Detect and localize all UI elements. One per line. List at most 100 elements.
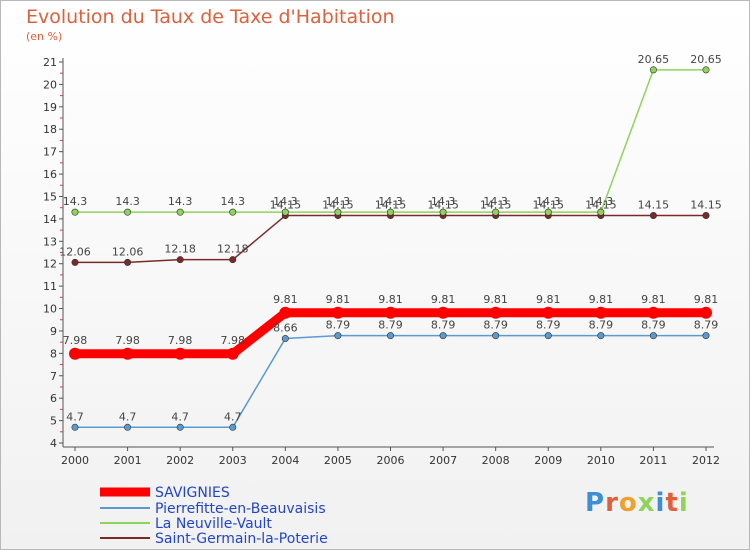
y-tick-label: 7 (50, 370, 57, 383)
y-tick-label: 14 (43, 213, 57, 226)
y-tick-label: 6 (50, 392, 57, 405)
series-point-0 (331, 306, 344, 319)
series-point-1 (176, 423, 184, 431)
series-point-3 (176, 256, 184, 264)
series-point-1 (71, 423, 79, 431)
y-tick-label: 15 (43, 190, 57, 203)
x-tick-label: 2011 (639, 454, 667, 467)
legend-label-0: SAVIGNIES (155, 485, 230, 501)
data-label-0: 9.81 (431, 293, 456, 306)
series-point-1 (124, 423, 132, 431)
data-label-3: 12.06 (112, 245, 144, 258)
data-label-1: 8.79 (536, 319, 561, 332)
data-label-0: 9.81 (273, 293, 298, 306)
x-tick-label: 2012 (692, 454, 720, 467)
series-point-2 (229, 208, 237, 216)
data-label-0: 9.81 (483, 293, 508, 306)
series-point-0 (384, 306, 397, 319)
series-point-0 (542, 306, 555, 319)
x-tick-label: 2010 (587, 454, 615, 467)
y-tick-label: 12 (43, 258, 57, 271)
data-label-0: 9.81 (641, 293, 666, 306)
series-point-0 (437, 306, 450, 319)
data-label-2: 20.65 (690, 53, 722, 66)
series-point-0 (489, 306, 502, 319)
series-point-2 (702, 66, 710, 74)
series-point-0 (226, 347, 239, 360)
series-point-3 (649, 212, 657, 220)
series-point-1 (281, 335, 289, 343)
data-label-2: 14.3 (221, 195, 246, 208)
y-tick-label: 18 (43, 123, 57, 136)
data-label-0: 7.98 (63, 334, 88, 347)
data-label-2: 14.3 (378, 195, 403, 208)
series-point-3 (702, 212, 710, 220)
series-point-2 (281, 208, 289, 216)
series-labels: 12.06 12.06 12.18 12.18 14.15 14.15 14.15 14.15… (59, 53, 722, 423)
series-point-1 (702, 332, 710, 340)
data-label-0: 9.81 (378, 293, 403, 306)
y-tick-label: 17 (43, 146, 57, 159)
data-label-3: 14.15 (480, 199, 512, 212)
x-tick-label: 2009 (534, 454, 562, 467)
data-label-1: 8.79 (694, 319, 719, 332)
series-point-2 (649, 66, 657, 74)
data-label-2: 14.3 (589, 195, 614, 208)
data-label-0: 7.98 (221, 334, 246, 347)
series-point-1 (229, 423, 237, 431)
data-label-2: 14.3 (431, 195, 456, 208)
x-tick-label: 2001 (114, 454, 142, 467)
proxiti-logo: Proxiti (585, 488, 689, 518)
y-tick-label: 13 (43, 235, 57, 248)
data-label-2: 14.3 (168, 195, 193, 208)
data-label-2: 14.3 (536, 195, 561, 208)
y-tick-label: 9 (50, 325, 57, 338)
y-tick-label: 4 (50, 437, 57, 450)
series-point-1 (597, 332, 605, 340)
x-tick-label: 2007 (429, 454, 457, 467)
data-label-2: 14.3 (63, 195, 88, 208)
data-label-0: 9.81 (694, 293, 719, 306)
chart-title: Evolution du Taux de Taxe d'Habitation (26, 6, 395, 28)
series-point-2 (124, 208, 132, 216)
data-label-3: 14.15 (427, 199, 459, 212)
series-point-1 (649, 332, 657, 340)
data-label-3: 12.18 (217, 243, 249, 256)
series-line-2 (75, 69, 706, 213)
data-label-3: 14.15 (375, 199, 407, 212)
series-point-3 (229, 256, 237, 264)
y-tick-label: 11 (43, 280, 57, 293)
data-label-3: 14.15 (585, 199, 617, 212)
y-tick-label: 20 (43, 78, 57, 91)
series-point-2 (334, 208, 342, 216)
y-tick-label: 19 (43, 101, 57, 114)
data-label-3: 14.15 (638, 199, 670, 212)
data-label-1: 8.79 (326, 319, 351, 332)
series-point-0 (174, 347, 187, 360)
legend-label-2: La Neuville-Vault (155, 516, 272, 532)
y-tick-label: 16 (43, 168, 57, 181)
series-point-2 (544, 208, 552, 216)
series-point-0 (647, 306, 660, 319)
data-label-1: 8.79 (589, 319, 614, 332)
series-point-1 (544, 332, 552, 340)
series-point-2 (492, 208, 500, 216)
axes: 4 5 6 7 8 9 10 11 12 13 14 15 16 17 18 19 20 21 2000 2001 20… (43, 56, 720, 467)
series-point-2 (597, 208, 605, 216)
series-point-0 (594, 306, 607, 319)
series-point-0 (69, 347, 81, 360)
x-tick-label: 2004 (271, 454, 299, 467)
data-label-2: 14.3 (326, 195, 351, 208)
data-label-1: 8.66 (273, 322, 298, 335)
data-label-2: 20.65 (638, 53, 670, 66)
data-label-2: 14.3 (483, 195, 508, 208)
x-tick-label: 2008 (482, 454, 510, 467)
series-point-0 (121, 347, 134, 360)
x-tick-label: 2002 (166, 454, 194, 467)
data-label-3: 12.18 (164, 243, 196, 256)
data-label-2: 14.3 (273, 195, 298, 208)
series-point-3 (71, 258, 79, 266)
data-label-3: 14.15 (533, 199, 565, 212)
y-tick-label: 8 (50, 347, 57, 360)
